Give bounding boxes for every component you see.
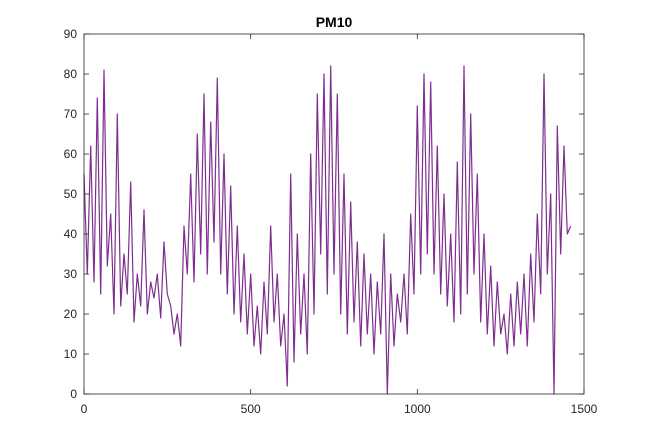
y-tick-label: 10	[64, 347, 78, 361]
y-axis-ticks: 0 10 20 30 40 50 60 70 80 90	[64, 27, 584, 401]
y-tick-label: 80	[64, 67, 78, 81]
x-tick-label: 0	[81, 402, 88, 416]
y-tick-label: 20	[64, 307, 78, 321]
x-tick-label: 1000	[404, 402, 431, 416]
x-tick-label: 1500	[571, 402, 598, 416]
y-tick-label: 0	[70, 387, 77, 401]
plot-frame	[83, 33, 585, 395]
y-tick-label: 60	[64, 147, 78, 161]
y-tick-label: 50	[64, 187, 78, 201]
plot-area	[84, 34, 584, 394]
y-tick-label: 40	[64, 227, 78, 241]
x-axis-ticks: 0 500 1000 1500	[81, 34, 598, 416]
y-tick-label: 90	[64, 27, 78, 41]
y-tick-label: 70	[64, 107, 78, 121]
x-tick-label: 500	[241, 402, 261, 416]
series-line	[83, 65, 572, 395]
y-tick-label: 30	[64, 267, 78, 281]
chart-title: PM10	[316, 14, 353, 30]
